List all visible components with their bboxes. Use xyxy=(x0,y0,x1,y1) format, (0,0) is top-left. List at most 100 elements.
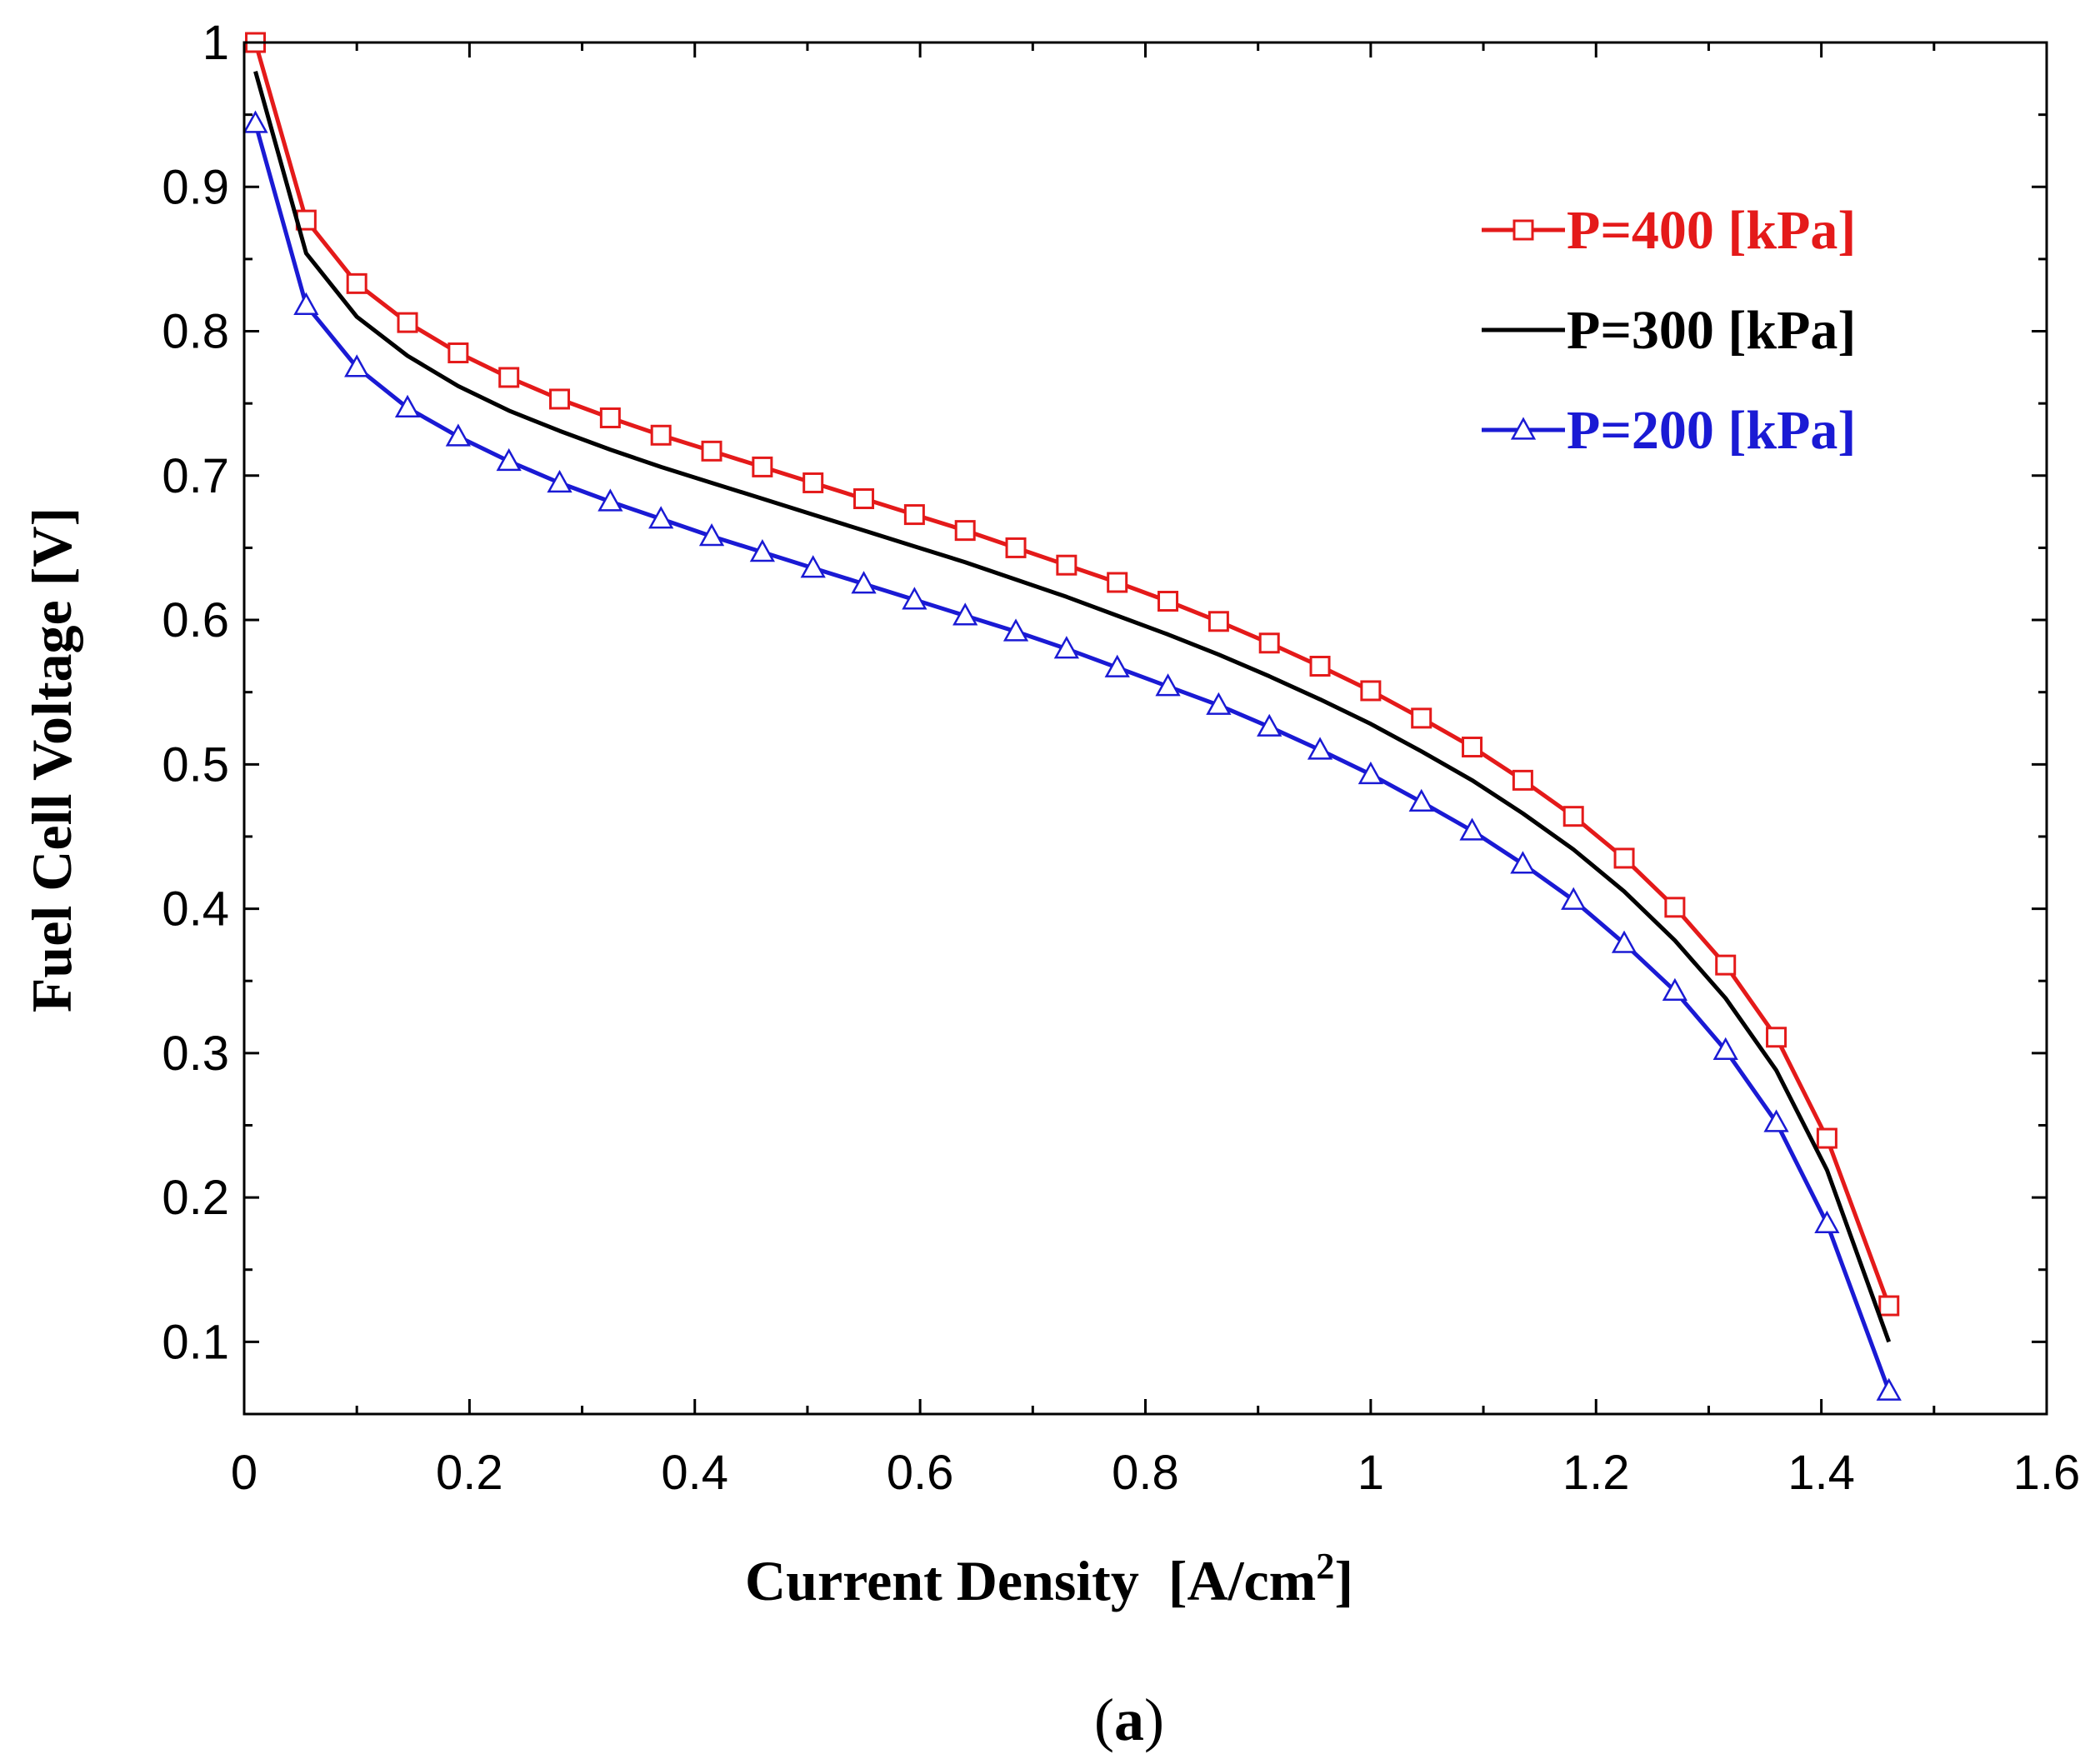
data-point xyxy=(1712,1037,1738,1061)
data-point xyxy=(1053,636,1079,659)
data-point xyxy=(346,272,368,294)
y-tick-label: 0.7 xyxy=(162,449,229,503)
data-point xyxy=(1158,591,1179,612)
figure-caption-close: ) xyxy=(1144,1687,1164,1753)
data-point xyxy=(1459,817,1485,841)
data-point xyxy=(1664,897,1686,918)
data-point xyxy=(1613,847,1635,869)
x-tick-label: 0.8 xyxy=(1112,1446,1179,1500)
series-line xyxy=(253,71,1892,1343)
y-tick-label: 1 xyxy=(202,16,229,70)
data-point xyxy=(448,342,469,364)
data-point xyxy=(397,312,418,333)
data-point xyxy=(853,488,875,510)
tick-labels: 0 0.2 0.4 0.6 0.8 1 1.2 1.4 1.6 0.1 0.2 0.3 0.4 0.5 0.… xyxy=(162,16,2080,1500)
x-axis-title: Current Density [A/cm2] xyxy=(745,1546,1353,1612)
x-axis-title-unit-superscript: 2 xyxy=(1316,1546,1334,1587)
x-tick-label: 0 xyxy=(231,1446,258,1500)
data-point xyxy=(1814,1210,1840,1233)
x-tick-label: 1.2 xyxy=(1562,1446,1630,1500)
data-point xyxy=(1715,954,1737,976)
data-point xyxy=(1307,737,1333,760)
figure-caption-open: ( xyxy=(1094,1687,1114,1753)
data-point xyxy=(1763,1109,1789,1132)
x-tick-label: 1.6 xyxy=(2013,1446,2081,1500)
y-tick-label: 0.5 xyxy=(162,737,229,792)
data-point xyxy=(598,488,623,512)
y-tick-label: 0.3 xyxy=(162,1027,229,1081)
data-point xyxy=(1107,572,1128,593)
data-point xyxy=(344,354,370,377)
x-tick-label: 1.4 xyxy=(1788,1446,1855,1500)
data-point xyxy=(1561,887,1587,910)
data-point xyxy=(1562,806,1584,827)
series-1 xyxy=(245,32,1900,1317)
data-point xyxy=(496,447,522,472)
data-point xyxy=(1816,1127,1838,1149)
x-axis-title-unit-close: ] xyxy=(1334,1549,1353,1612)
legend-entry: P=400 [kPa] xyxy=(1482,200,1856,261)
data-point xyxy=(1360,680,1382,702)
data-point xyxy=(800,555,826,578)
legend-marker xyxy=(1510,417,1537,440)
x-axis-title-unit: [A/cm xyxy=(1168,1549,1316,1612)
legend-entry: P=300 [kPa] xyxy=(1482,300,1856,361)
data-point xyxy=(650,424,672,446)
data-point xyxy=(1878,1295,1900,1317)
data-point xyxy=(1206,692,1232,715)
x-tick-label: 0.6 xyxy=(887,1446,954,1500)
data-point xyxy=(293,292,319,315)
data-point xyxy=(1208,611,1229,632)
data-point xyxy=(952,602,978,626)
data-point xyxy=(1002,618,1029,642)
data-point xyxy=(752,456,773,477)
y-tick-label: 0.9 xyxy=(162,160,229,214)
x-tick-label: 1 xyxy=(1358,1446,1384,1500)
series-2 xyxy=(253,71,1892,1343)
legend: P=400 [kPa] P=300 [kPa] P=200 [kPa] xyxy=(1482,200,1856,461)
data-point xyxy=(903,504,925,526)
figure-caption-letter: a xyxy=(1114,1687,1144,1753)
data-point xyxy=(1611,930,1638,953)
data-point xyxy=(1512,769,1533,791)
y-tick-label: 0.1 xyxy=(162,1315,229,1369)
data-point xyxy=(1104,654,1130,677)
data-point xyxy=(1056,554,1078,576)
data-point xyxy=(1358,761,1383,785)
x-tick-label: 0.4 xyxy=(661,1446,728,1500)
data-point xyxy=(701,440,722,462)
legend-marker xyxy=(1512,219,1534,241)
data-point xyxy=(242,110,268,133)
legend-label: P=300 [kPa] xyxy=(1567,300,1856,361)
data-point xyxy=(394,394,421,418)
legend-label: P=400 [kPa] xyxy=(1567,200,1856,261)
data-point xyxy=(698,522,725,547)
data-point xyxy=(802,472,824,493)
data-point xyxy=(445,423,471,447)
data-point xyxy=(498,367,520,388)
data-point xyxy=(1408,788,1434,812)
y-tick-label: 0.4 xyxy=(162,882,229,937)
data-point xyxy=(1766,1027,1788,1048)
data-point xyxy=(851,571,877,594)
y-axis-title: Fuel Cell Voltage [V] xyxy=(20,507,83,1012)
data-point xyxy=(749,539,775,562)
data-point xyxy=(902,587,928,610)
data-point xyxy=(1662,977,1688,1001)
data-point xyxy=(1005,537,1027,558)
data-point xyxy=(547,469,572,493)
data-point xyxy=(1462,737,1483,758)
series-layer xyxy=(242,32,1902,1401)
legend-entry: P=200 [kPa] xyxy=(1482,400,1856,461)
data-point xyxy=(599,407,621,428)
data-point xyxy=(1411,707,1432,729)
y-tick-label: 0.6 xyxy=(162,593,229,647)
data-point xyxy=(1510,851,1536,874)
plot-frame xyxy=(242,41,2048,1416)
data-point xyxy=(1258,632,1280,654)
y-tick-label: 0.8 xyxy=(162,305,229,359)
data-point xyxy=(954,520,976,542)
data-point xyxy=(549,388,571,410)
x-tick-label: 0.2 xyxy=(436,1446,503,1500)
